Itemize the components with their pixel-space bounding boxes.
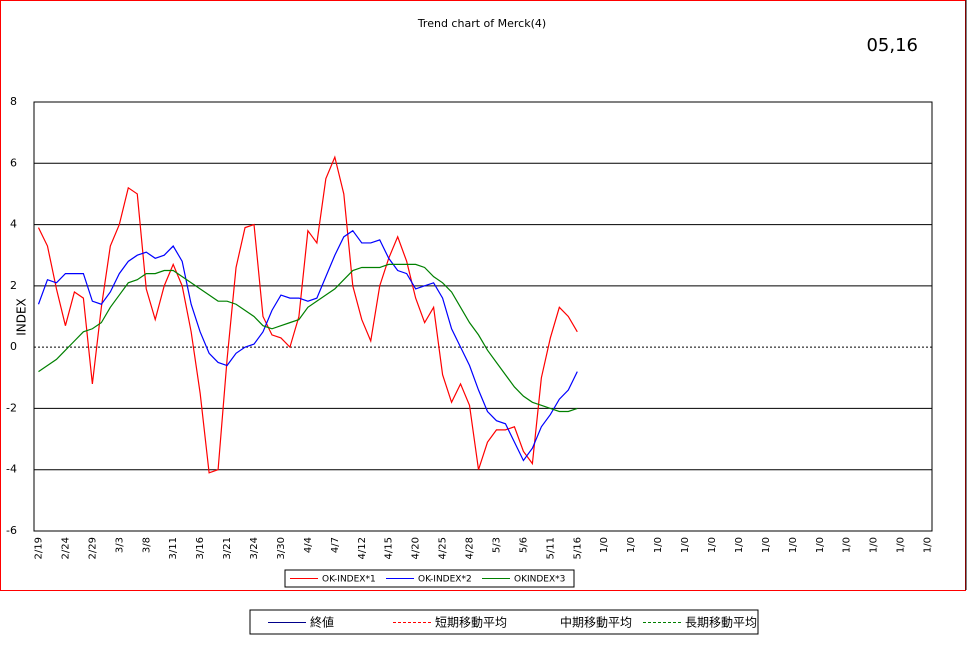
x-tick-label: 1/0	[815, 537, 826, 553]
x-tick-label: 1/0	[599, 537, 610, 553]
x-tick-label: 1/0	[680, 537, 691, 553]
y-tick-label: -6	[6, 524, 17, 537]
x-tick-label: 4/7	[330, 537, 341, 553]
x-tick-label: 3/24	[249, 537, 260, 559]
x-tick-label: 1/0	[734, 537, 745, 553]
chart-title: Trend chart of Merck(4)	[417, 17, 546, 30]
x-tick-label: 5/3	[491, 537, 502, 553]
x-tick-label: 1/0	[896, 537, 907, 553]
x-tick-label: 3/8	[141, 537, 152, 553]
x-tick-label: 4/20	[411, 537, 422, 559]
x-tick-label: 1/0	[761, 537, 772, 553]
x-tick-label: 5/6	[518, 537, 529, 553]
x-tick-label: 3/3	[114, 537, 125, 553]
x-tick-label: 4/4	[303, 537, 314, 553]
plot-area	[33, 101, 933, 532]
x-tick-label: 3/16	[195, 537, 206, 559]
outer-legend-label: 長期移動平均	[685, 616, 757, 630]
series-line	[37, 155, 578, 474]
x-tick-label: 2/24	[60, 537, 71, 559]
series-line	[38, 263, 578, 413]
y-tick-label: -4	[6, 463, 17, 476]
x-tick-label: 5/11	[545, 537, 556, 559]
x-tick-label: 3/30	[276, 537, 287, 559]
outer-legend-label: 終値	[310, 615, 334, 630]
x-tick-label: 1/0	[626, 537, 637, 553]
outer-legend-label: 短期移動平均	[435, 616, 507, 630]
x-tick-label: 3/11	[168, 537, 179, 559]
series-line	[37, 229, 578, 462]
legend-label: OK-INDEX*2	[418, 575, 472, 585]
y-tick-label: 8	[10, 95, 17, 108]
legend-label: OK-INDEX*1	[322, 575, 376, 585]
y-axis-label: INDEX	[15, 298, 29, 336]
x-tick-label: 5/16	[572, 537, 583, 559]
x-tick-label: 2/19	[33, 537, 44, 559]
x-tick-label: 1/0	[923, 537, 934, 553]
date-label: 05,16	[866, 35, 918, 56]
x-tick-label: 1/0	[707, 537, 718, 553]
legend-label: OKINDEX*3	[514, 575, 565, 585]
x-tick-label: 4/15	[384, 537, 395, 559]
outer-legend-label: 中期移動平均	[560, 615, 632, 630]
x-tick-label: 1/0	[869, 537, 880, 553]
y-tick-label: 0	[10, 340, 17, 353]
x-tick-label: 2/29	[87, 537, 98, 559]
x-tick-label: 1/0	[653, 537, 664, 553]
x-tick-label: 4/28	[465, 537, 476, 559]
frame	[0, 0, 966, 591]
x-tick-label: 4/25	[438, 537, 449, 559]
x-tick-label: 4/12	[357, 537, 368, 559]
y-tick-label: 2	[10, 279, 17, 292]
legend	[284, 569, 575, 588]
y-tick-label: -2	[6, 401, 17, 414]
y-tick-label: 4	[10, 218, 17, 231]
x-tick-label: 1/0	[842, 537, 853, 553]
x-tick-label: 3/21	[222, 537, 233, 559]
y-tick-label: 6	[10, 156, 17, 169]
x-tick-label: 1/0	[788, 537, 799, 553]
